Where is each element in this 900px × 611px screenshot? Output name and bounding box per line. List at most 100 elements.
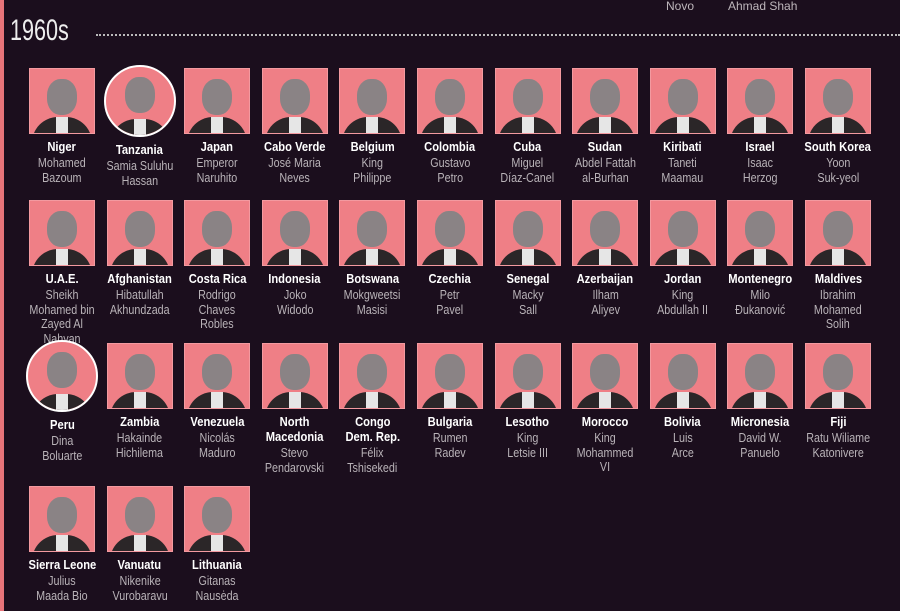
portrait-head bbox=[745, 354, 776, 390]
leader-card: Senegal Macky Sall bbox=[488, 200, 568, 317]
leader-portrait bbox=[572, 200, 639, 266]
leader-portrait bbox=[26, 340, 98, 412]
leader-name: King Mohammed VI bbox=[576, 431, 634, 474]
portrait-collar bbox=[288, 392, 301, 408]
leader-card: Congo Dem. Rep. Félix Tshisekedi bbox=[332, 343, 412, 475]
leader-name: Ibrahim Mohamed Solih bbox=[814, 288, 862, 331]
country-label: Bulgaria bbox=[427, 414, 473, 429]
portrait-collar bbox=[133, 535, 146, 551]
leader-name: Nikenike Vurobaravu bbox=[111, 574, 168, 603]
portrait-collar bbox=[211, 249, 224, 265]
portrait-collar bbox=[133, 392, 146, 408]
leader-name: Joko Widodo bbox=[276, 288, 314, 317]
portrait-head bbox=[279, 79, 310, 115]
leader-portrait bbox=[261, 343, 328, 409]
leader-card: Peru Dina Boluarte bbox=[22, 340, 102, 463]
leader-name: Isaac Herzog bbox=[743, 156, 778, 185]
leader-name: Hibatullah Akhundzada bbox=[109, 288, 170, 317]
leader-card: Tanzania Samia Suluhu Hassan bbox=[100, 65, 180, 188]
leader-portrait bbox=[649, 200, 716, 266]
country-label: Jordan bbox=[664, 271, 702, 286]
portrait-collar bbox=[366, 117, 379, 133]
leader-card: South Korea Yoon Suk-yeol bbox=[798, 68, 878, 185]
leader-name: Dina Boluarte bbox=[41, 434, 83, 463]
portrait-collar bbox=[444, 392, 456, 408]
country-label: Bolivia bbox=[664, 414, 702, 429]
portrait-collar bbox=[56, 117, 68, 133]
country-label: Israel bbox=[745, 139, 775, 154]
portrait-head bbox=[357, 211, 388, 247]
portrait-head bbox=[357, 354, 388, 390]
portrait-collar bbox=[366, 249, 379, 265]
leader-card: Botswana Mokgweetsi Masisi bbox=[332, 200, 412, 317]
leader-card: Niger Mohamed Bazoum bbox=[22, 68, 102, 185]
portrait-head bbox=[512, 79, 543, 115]
leader-name: Stevo Pendarovski bbox=[265, 446, 325, 475]
portrait-head bbox=[823, 79, 853, 115]
portrait-collar bbox=[56, 249, 68, 265]
country-label: Belgium bbox=[350, 139, 395, 154]
leader-portrait bbox=[29, 486, 95, 552]
country-label: Kiribati bbox=[663, 139, 703, 154]
leader-name: Mohamed Bazoum bbox=[38, 156, 86, 185]
leader-card: Kiribati Taneti Maamau bbox=[643, 68, 723, 185]
fragment-text: Ahmad Shah bbox=[728, 0, 798, 13]
leader-card: Azerbaijan Ilham Aliyev bbox=[565, 200, 645, 317]
dotted-divider bbox=[96, 34, 900, 36]
country-label: Japan bbox=[201, 139, 234, 154]
portrait-collar bbox=[832, 249, 844, 265]
leader-name: José Maria Neves bbox=[268, 156, 322, 185]
country-label: South Korea bbox=[804, 139, 872, 154]
country-label: Sudan bbox=[588, 139, 623, 154]
country-label: Cabo Verde bbox=[264, 139, 326, 154]
portrait-head bbox=[357, 79, 388, 115]
leader-card: North Macedonia Stevo Pendarovski bbox=[255, 343, 335, 475]
country-label: Costa Rica bbox=[188, 271, 247, 286]
leader-card: Venezuela Nicolás Maduro bbox=[177, 343, 257, 460]
leader-portrait bbox=[417, 343, 483, 409]
leader-card: Morocco King Mohammed VI bbox=[565, 343, 645, 475]
portrait-collar bbox=[521, 117, 534, 133]
portrait-head bbox=[667, 79, 698, 115]
portrait-collar bbox=[211, 117, 224, 133]
country-label: Zambia bbox=[120, 414, 160, 429]
leader-name: Abdel Fattah al-Burhan bbox=[574, 156, 636, 185]
portrait-collar bbox=[599, 249, 612, 265]
leader-portrait bbox=[572, 343, 639, 409]
leader-portrait bbox=[106, 343, 173, 409]
leader-portrait bbox=[184, 200, 251, 266]
portrait-head bbox=[124, 77, 155, 113]
leader-card: Fiji Ratu Wiliame Katonivere bbox=[798, 343, 878, 460]
portrait-collar bbox=[676, 392, 689, 408]
country-label: Montenegro bbox=[728, 271, 793, 286]
portrait-head bbox=[590, 79, 621, 115]
leader-name: Luis Arce bbox=[671, 431, 694, 460]
portrait-head bbox=[279, 354, 310, 390]
leader-card: Bulgaria Rumen Radev bbox=[410, 343, 490, 460]
portrait-head bbox=[745, 211, 776, 247]
country-label: Venezuela bbox=[190, 414, 245, 429]
portrait-collar bbox=[599, 392, 612, 408]
leader-portrait bbox=[29, 68, 95, 134]
country-label: Botswana bbox=[345, 271, 399, 286]
leader-card: Israel Isaac Herzog bbox=[720, 68, 800, 185]
portrait-collar bbox=[676, 249, 689, 265]
leader-name: Félix Tshisekedi bbox=[347, 446, 398, 475]
portrait-head bbox=[47, 79, 77, 115]
leader-card: Sudan Abdel Fattah al-Burhan bbox=[565, 68, 645, 185]
portrait-head bbox=[435, 79, 465, 115]
portrait-head bbox=[202, 497, 233, 533]
portrait-collar bbox=[754, 392, 767, 408]
country-label: Morocco bbox=[581, 414, 629, 429]
portrait-collar bbox=[56, 535, 68, 551]
leader-portrait bbox=[106, 486, 173, 552]
leader-portrait bbox=[572, 68, 639, 134]
country-label: Tanzania bbox=[116, 142, 164, 157]
portrait-head bbox=[435, 354, 465, 390]
leader-card: Indonesia Joko Widodo bbox=[255, 200, 335, 317]
country-label: Colombia bbox=[424, 139, 476, 154]
country-label: Sierra Leone bbox=[28, 557, 96, 572]
leader-portrait bbox=[184, 486, 251, 552]
leader-name: Gitanas Nausėda bbox=[195, 574, 239, 603]
country-label: Maldives bbox=[814, 271, 862, 286]
